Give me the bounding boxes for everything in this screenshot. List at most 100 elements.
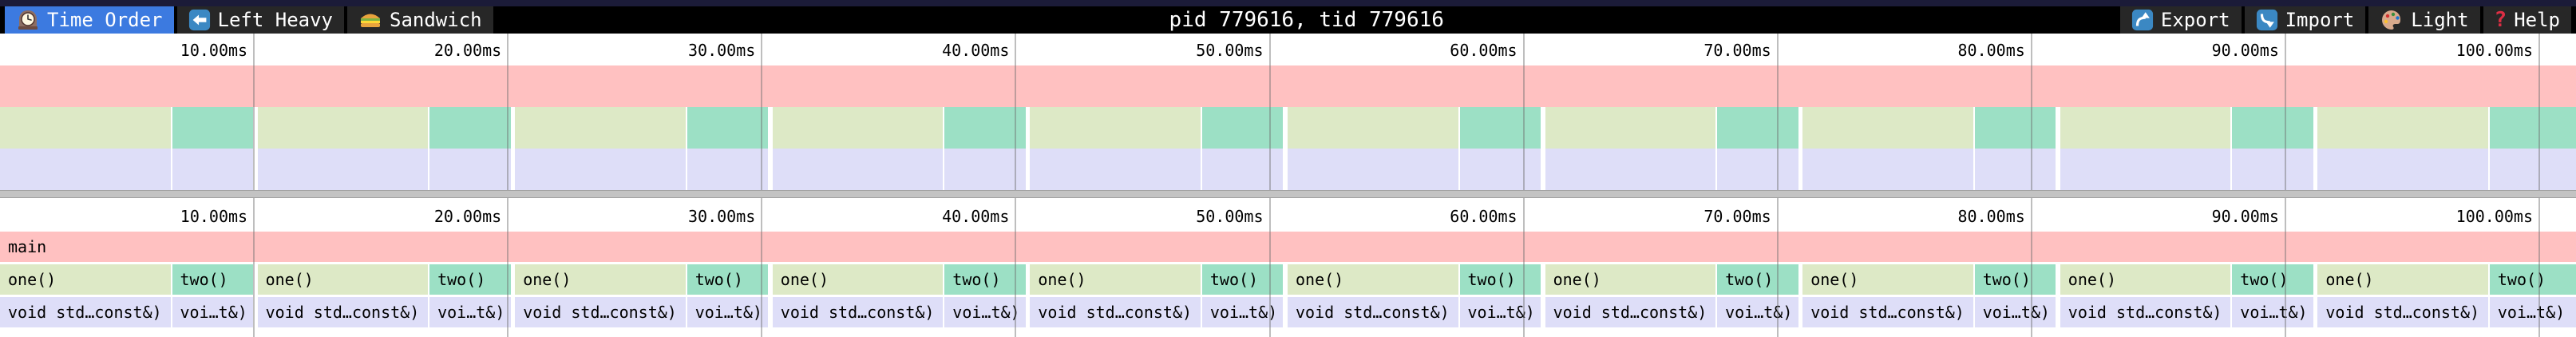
frame-block-void-long[interactable]: void std…const&) (1288, 297, 1458, 327)
frame-block-two[interactable]: two() (2489, 264, 2576, 295)
frame-block-void-short[interactable]: voi…t&) (1459, 297, 1541, 327)
frame-block-one[interactable]: one() (1288, 264, 1458, 295)
minimap-frame-two[interactable] (429, 107, 511, 149)
frame-block-void-short[interactable]: voi…t&) (1974, 297, 2056, 327)
minimap-frame-two[interactable] (1459, 107, 1541, 149)
minimap-frame-void-long[interactable] (2317, 149, 2488, 190)
minimap-frame-two[interactable] (2232, 107, 2313, 149)
minimap-frame-one[interactable] (772, 107, 944, 149)
frame-block-void-short[interactable]: voi…t&) (2489, 297, 2576, 327)
frame-block-two[interactable]: two() (944, 264, 1026, 295)
minimap-frame-void-short[interactable] (429, 149, 511, 190)
frame-block-void-short[interactable]: voi…t&) (172, 297, 253, 327)
frame-block-two[interactable]: two() (1974, 264, 2056, 295)
frame-block-void-long[interactable]: void std…const&) (1545, 297, 1716, 327)
frame-block-two[interactable]: two() (1201, 264, 1284, 295)
minimap-frame-one[interactable] (1288, 107, 1458, 149)
frame-block-void-long[interactable]: void std…const&) (2317, 297, 2488, 327)
frame-block-void-short[interactable]: voi…t&) (1717, 297, 1798, 327)
frame-block-void-long[interactable]: void std…const&) (1030, 297, 1201, 327)
frame-block-void-long[interactable]: void std…const&) (257, 297, 429, 327)
minimap-frame-void-short[interactable] (944, 149, 1026, 190)
minimap-frame-one[interactable] (515, 107, 686, 149)
minimap-frame-two[interactable] (944, 107, 1026, 149)
minimap-frame-void-long[interactable] (0, 149, 171, 190)
frame-block-void-short[interactable]: voi…t&) (2232, 297, 2313, 327)
minimap-frame-void-short[interactable] (2489, 149, 2576, 190)
frame-block-one[interactable]: one() (1802, 264, 1973, 295)
frame-block-one[interactable]: one() (515, 264, 686, 295)
frame-block-two[interactable]: two() (1459, 264, 1541, 295)
minimap-frame-void-long[interactable] (515, 149, 686, 190)
minimap-frame-two[interactable] (1201, 107, 1284, 149)
import-button[interactable]: Import (2244, 6, 2366, 34)
frame-block-one[interactable]: one() (2317, 264, 2488, 295)
tab-sandwich[interactable]: Sandwich (347, 6, 493, 34)
minimap-frame-main[interactable] (0, 65, 2576, 107)
frame-block-two[interactable]: two() (172, 264, 253, 295)
minimap-frame-void-long[interactable] (1288, 149, 1458, 190)
frame-block-one[interactable]: one() (0, 264, 171, 295)
frame-block-one[interactable]: one() (772, 264, 944, 295)
minimap-frame-two[interactable] (172, 107, 253, 149)
minimap-frame-one[interactable] (2060, 107, 2231, 149)
ruler-tick-label: 70.00ms (1703, 207, 1771, 226)
tab-left-heavy[interactable]: Left Heavy (176, 6, 344, 34)
minimap-frame-void-short[interactable] (1459, 149, 1541, 190)
frame-block-one[interactable]: one() (257, 264, 429, 295)
frame-block-void-long[interactable]: void std…const&) (2060, 297, 2231, 327)
frame-block-void-short[interactable]: voi…t&) (1201, 297, 1284, 327)
minimap-frame-void-short[interactable] (1974, 149, 2056, 190)
frame-block-two[interactable]: two() (2232, 264, 2313, 295)
flamegraph-view[interactable]: 10.00ms 20.00ms 30.00ms 40.00ms 50.00ms 60.00… (0, 198, 2576, 337)
help-button[interactable]: ? Help (2483, 6, 2571, 34)
minimap-frame-void-short[interactable] (687, 149, 769, 190)
export-button[interactable]: Export (2119, 6, 2242, 34)
frame-block-two[interactable]: two() (687, 264, 769, 295)
frame-block-one[interactable]: one() (1545, 264, 1716, 295)
minimap-frame-two[interactable] (1974, 107, 2056, 149)
frame-block-void-short[interactable]: voi…t&) (429, 297, 511, 327)
frame-block-void-long[interactable]: void std…const&) (515, 297, 686, 327)
ruler-tick-label: 20.00ms (433, 41, 502, 60)
minimap-frame-void-long[interactable] (1545, 149, 1716, 190)
left-arrow-icon (188, 9, 211, 31)
minimap-frame-one[interactable] (2317, 107, 2488, 149)
theme-toggle-button[interactable]: Light (2368, 6, 2480, 34)
minimap-frame-void-long[interactable] (257, 149, 429, 190)
frame-block-void-short[interactable]: voi…t&) (944, 297, 1026, 327)
frame-block-two[interactable]: two() (429, 264, 511, 295)
minimap-frame-two[interactable] (687, 107, 769, 149)
profile-title: pid 779616, tid 779616 (1169, 8, 1444, 32)
minimap-frame-void-short[interactable] (1201, 149, 1284, 190)
minimap-frame-void-long[interactable] (2060, 149, 2231, 190)
frame-block-one[interactable]: one() (2060, 264, 2231, 295)
minimap-frame-void-short[interactable] (2232, 149, 2313, 190)
minimap-frame-two[interactable] (2489, 107, 2576, 149)
minimap-frame-one[interactable] (257, 107, 429, 149)
view-tabs: Time Order Left Heavy (5, 6, 493, 34)
minimap-frame-void-long[interactable] (772, 149, 944, 190)
minimap[interactable]: 10.00ms 20.00ms 30.00ms 40.00ms 50.00ms 60.00… (0, 34, 2576, 190)
minimap-frame-void-short[interactable] (172, 149, 253, 190)
minimap-frame-one[interactable] (1545, 107, 1716, 149)
tab-time-order[interactable]: Time Order (5, 6, 174, 34)
minimap-frame-two[interactable] (1717, 107, 1798, 149)
export-icon (2131, 9, 2154, 31)
frame-block-two[interactable]: two() (1717, 264, 1798, 295)
tab-label: Left Heavy (217, 9, 334, 31)
frame-block-main[interactable]: main (0, 232, 2576, 262)
splitter-handle[interactable] (0, 190, 2576, 198)
minimap-frame-one[interactable] (1802, 107, 1973, 149)
minimap-frame-one[interactable] (0, 107, 171, 149)
minimap-frame-void-long[interactable] (1802, 149, 1973, 190)
frame-block-void-long[interactable]: void std…const&) (1802, 297, 1973, 327)
minimap-frame-void-short[interactable] (1717, 149, 1798, 190)
frame-block-void-long[interactable]: void std…const&) (772, 297, 944, 327)
frame-block-one[interactable]: one() (1030, 264, 1201, 295)
button-label: Light (2411, 9, 2469, 31)
frame-block-void-short[interactable]: voi…t&) (687, 297, 769, 327)
minimap-frame-void-long[interactable] (1030, 149, 1201, 190)
minimap-frame-one[interactable] (1030, 107, 1201, 149)
frame-block-void-long[interactable]: void std…const&) (0, 297, 171, 327)
